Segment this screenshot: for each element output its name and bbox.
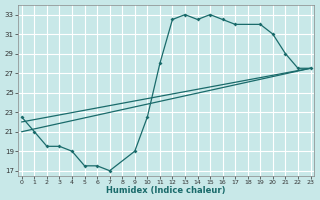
X-axis label: Humidex (Indice chaleur): Humidex (Indice chaleur) (107, 186, 226, 195)
